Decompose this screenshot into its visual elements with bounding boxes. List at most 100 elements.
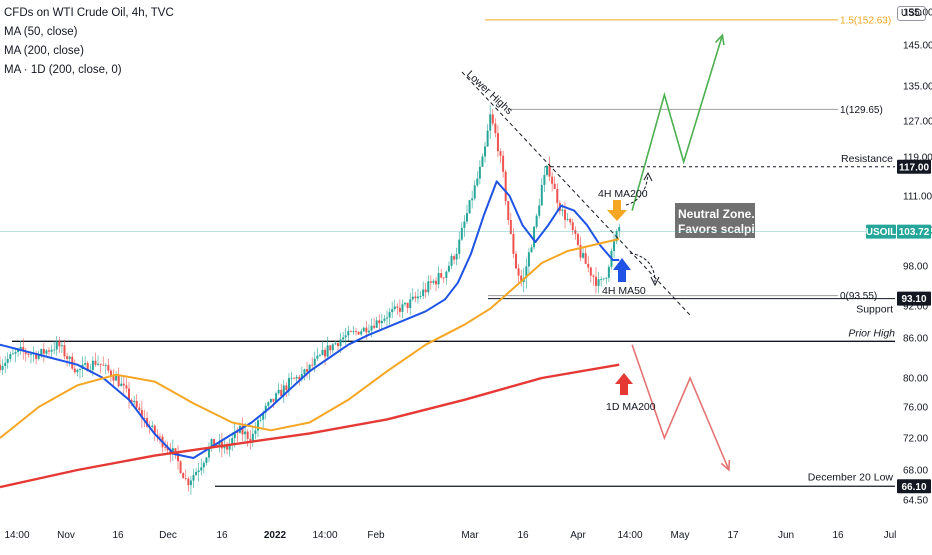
candle-body <box>468 200 471 214</box>
candle-body <box>228 444 231 450</box>
candle-body <box>370 325 373 331</box>
candle-body <box>380 320 383 324</box>
candle-body <box>128 388 130 401</box>
candle-body <box>551 176 554 184</box>
candle-body <box>267 402 270 406</box>
candle-body <box>365 327 368 333</box>
candle-body <box>587 263 590 268</box>
candle-body <box>584 253 587 264</box>
candle-body <box>76 369 79 373</box>
fib-label: 0(93.55) <box>840 291 877 302</box>
candle-body <box>478 166 481 179</box>
candle-body <box>427 281 430 293</box>
candle-body <box>388 312 391 318</box>
candle-body <box>569 219 572 223</box>
candle-body <box>115 375 118 381</box>
candle-body <box>257 420 259 431</box>
candle-body <box>264 405 267 413</box>
candle-body <box>383 318 386 321</box>
level-label: Support <box>856 304 893 316</box>
candle-body <box>249 438 252 442</box>
candle-body <box>53 349 56 351</box>
bearish-projection <box>631 344 730 471</box>
candle-body <box>336 343 339 346</box>
breakout-curve-arrowhead <box>643 171 653 182</box>
y-tick-label: 86.00 <box>903 334 928 345</box>
breakout-curve <box>625 174 649 206</box>
candle-body <box>241 425 244 435</box>
candle-body <box>94 360 97 365</box>
candle-body <box>213 438 216 445</box>
chart-legend: CFDs on WTI Crude Oil, 4h, TVC MA (50, c… <box>4 4 174 80</box>
candle-body <box>613 241 616 252</box>
ma200-4h-label: 4H MA200 <box>598 188 648 200</box>
candle-body <box>355 331 358 332</box>
candle-body <box>401 304 404 312</box>
breakdown-curve-arrowhead <box>650 276 660 287</box>
lower-highs-label: Lower Highs <box>464 68 515 117</box>
candle-body <box>133 400 136 403</box>
candle-body <box>540 184 543 206</box>
candle-body <box>236 431 239 433</box>
price-tag-label: 66.10 <box>901 482 926 493</box>
x-tick-label: 17 <box>727 530 739 541</box>
candle-body <box>442 277 445 279</box>
candle-body <box>50 349 53 352</box>
candle-body <box>331 344 334 351</box>
candle-body <box>6 358 9 363</box>
y-tick-label: 72.00 <box>903 434 928 445</box>
candle-body <box>525 266 528 278</box>
x-tick-label: Feb <box>367 530 385 541</box>
candle-body <box>205 457 208 463</box>
candle-body <box>14 352 17 354</box>
price-tag <box>897 159 931 174</box>
candle-body <box>347 331 350 336</box>
candle-body <box>215 444 218 446</box>
candle-body <box>151 425 154 427</box>
candle-body <box>63 345 66 357</box>
currency-button[interactable]: USD <box>896 6 926 21</box>
candle-body <box>422 289 425 297</box>
legend-title: CFDs on WTI Crude Oil, 4h, TVC <box>4 7 174 19</box>
candle-body <box>68 356 71 359</box>
candle-body <box>223 445 226 449</box>
candle-body <box>504 171 507 202</box>
candle-body <box>398 307 401 312</box>
candle-body <box>306 369 309 372</box>
candle-body <box>460 227 463 240</box>
candle-body <box>463 221 466 228</box>
candle-body <box>226 445 229 450</box>
price-tag <box>897 479 931 494</box>
candle-body <box>579 244 582 258</box>
candle-body <box>520 275 523 282</box>
candle-body <box>24 351 27 354</box>
candle-body <box>195 472 198 476</box>
candle-body <box>396 306 399 308</box>
candle-body <box>545 165 548 175</box>
candle-body <box>112 376 115 381</box>
price-tag <box>897 291 931 306</box>
candle-body <box>342 337 345 340</box>
candle-body <box>99 363 102 365</box>
candle-body <box>120 383 123 387</box>
candle-body <box>471 198 474 201</box>
candle-body <box>97 363 100 365</box>
candle-body <box>484 146 487 157</box>
candle-body <box>507 201 510 220</box>
candle-body <box>564 209 567 220</box>
candle-body <box>594 276 597 286</box>
candle-body <box>486 130 489 147</box>
candle-body <box>527 252 530 267</box>
legend-ma200: MA (200, close) <box>4 45 84 57</box>
candle-body <box>275 393 278 402</box>
candle-body <box>246 431 249 439</box>
candle-body <box>153 425 156 435</box>
y-tick-label: 80.00 <box>903 374 928 385</box>
candle-body <box>166 447 169 451</box>
candle-body <box>27 353 30 355</box>
candle-body <box>231 438 234 445</box>
candle-body <box>437 273 440 285</box>
candle-body <box>282 385 285 396</box>
candle-body <box>491 114 494 124</box>
candle-body <box>530 247 533 253</box>
